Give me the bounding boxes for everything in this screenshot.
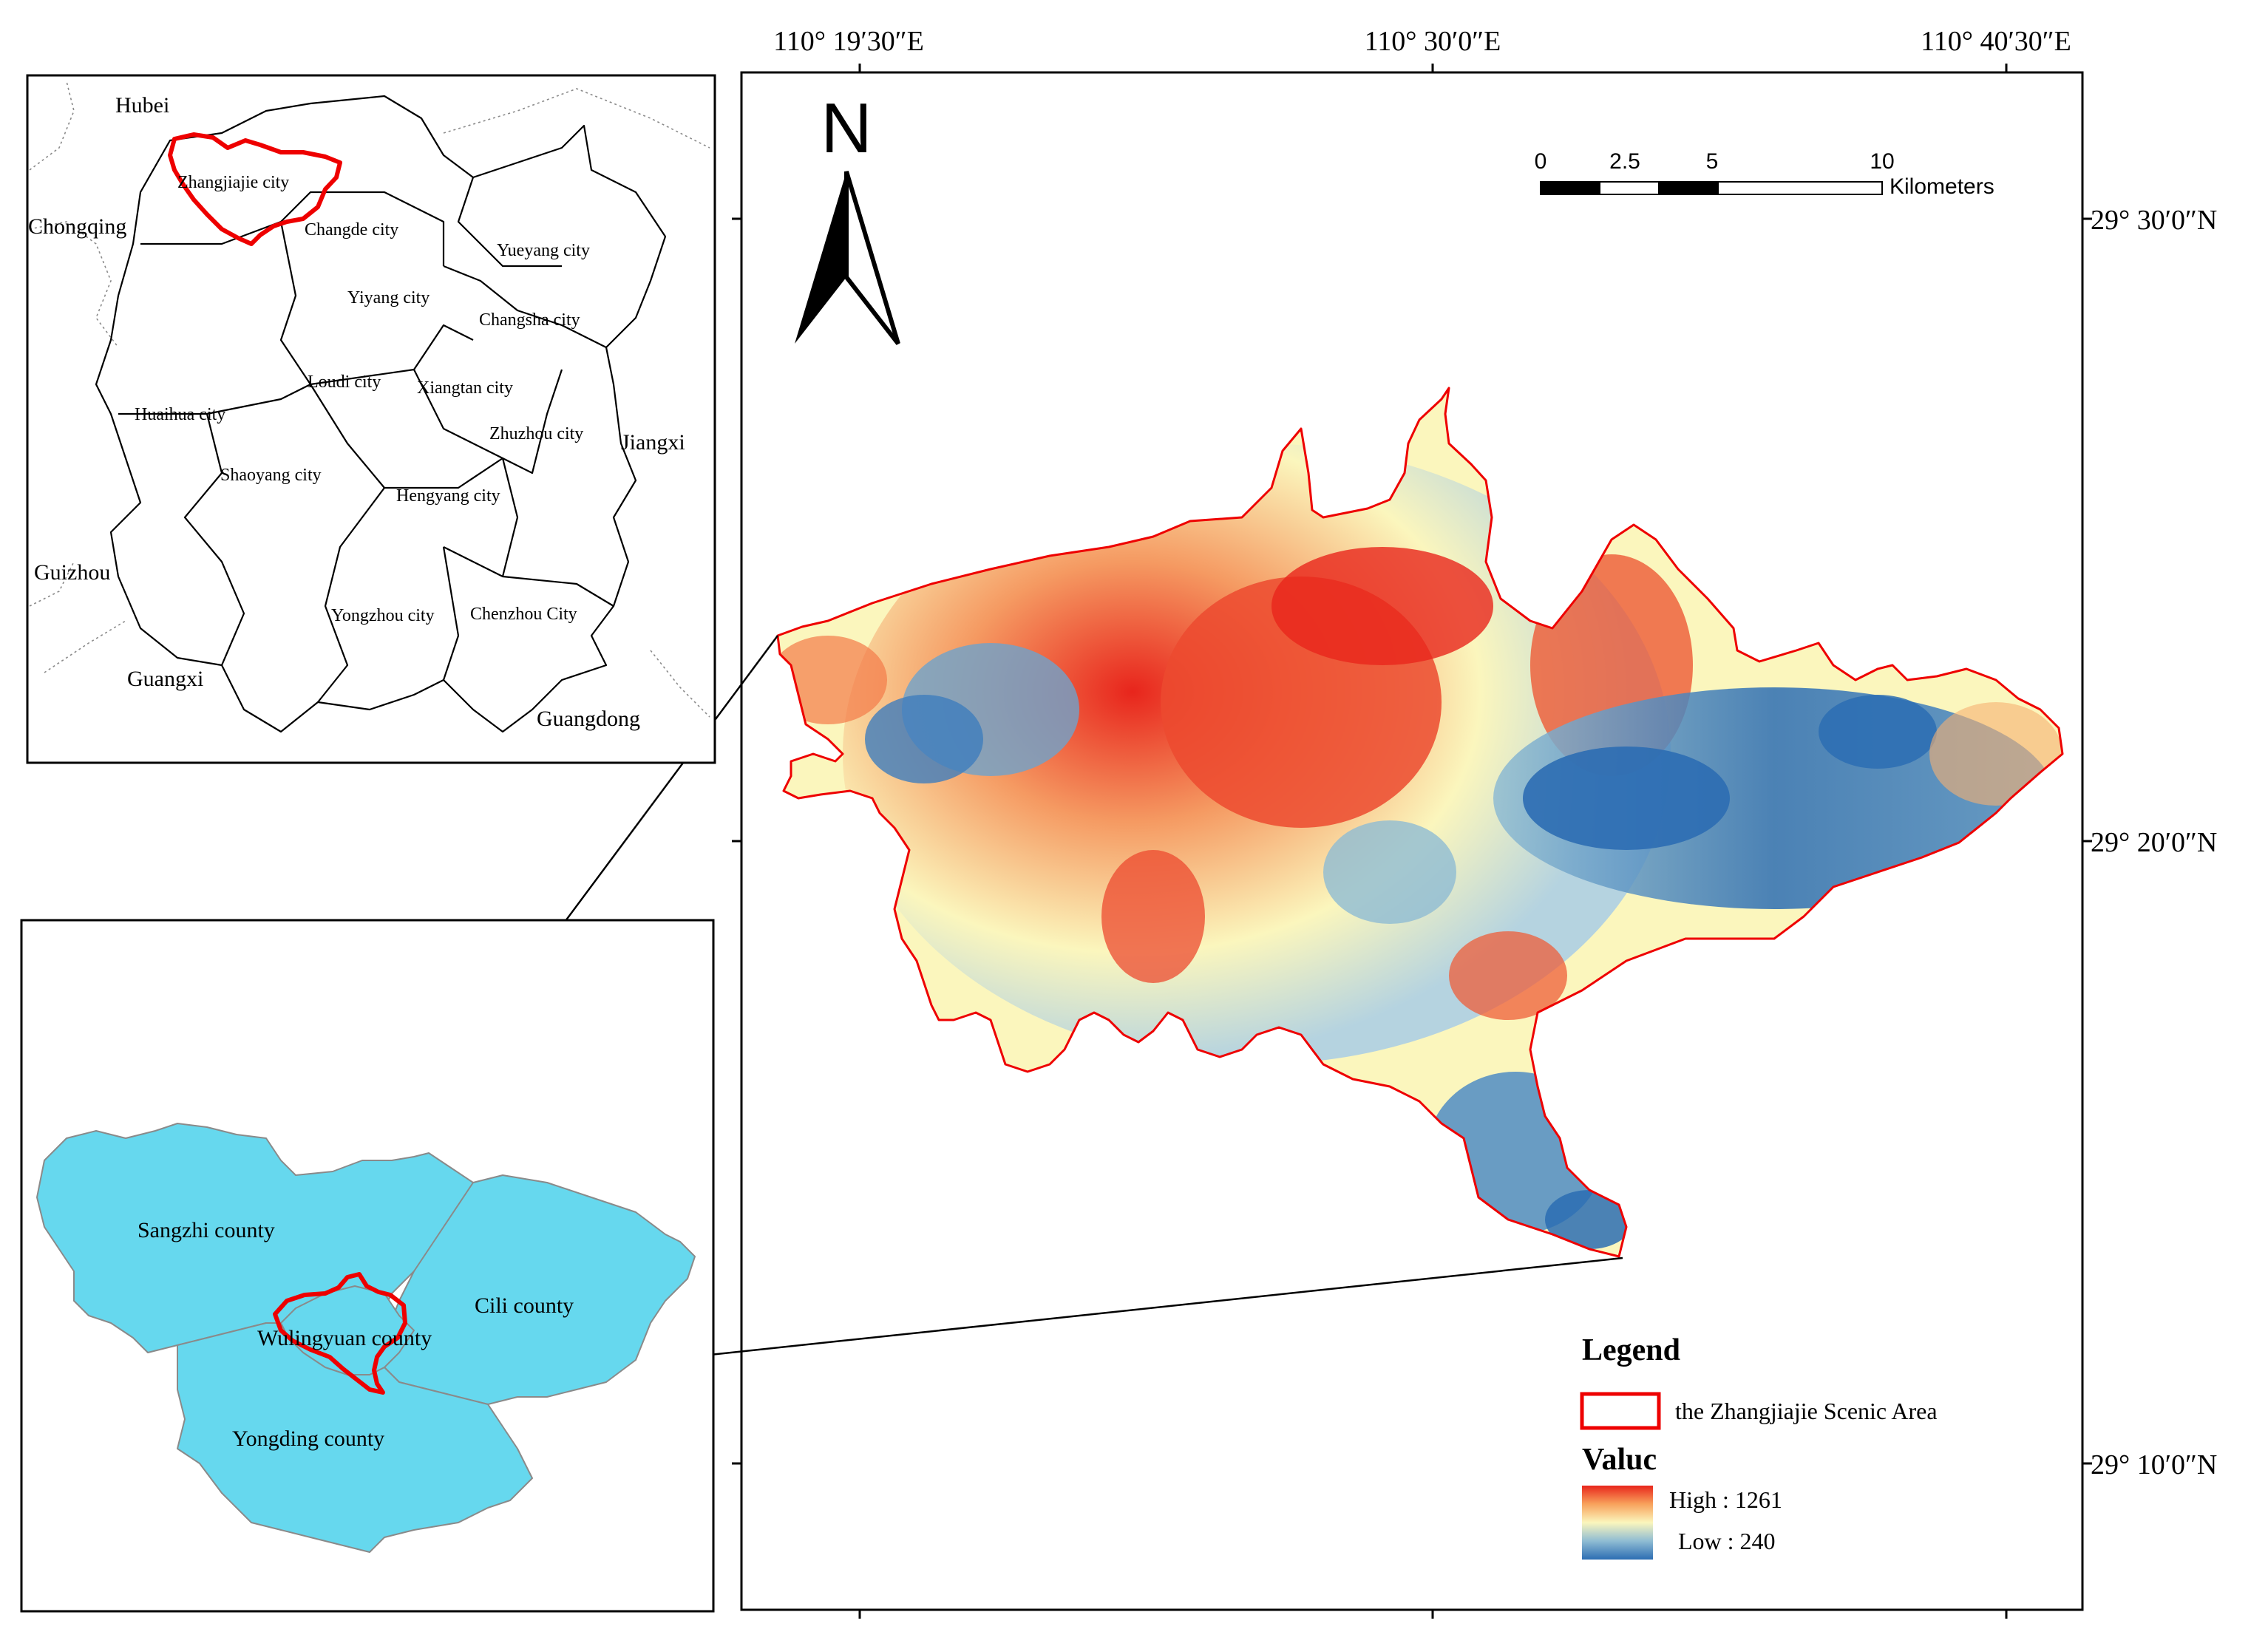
scenic-area-boundary-main	[776, 387, 2064, 1258]
city-yongzhou: Yongzhou city	[331, 606, 435, 625]
legend-low-label: Low : 240	[1678, 1528, 1776, 1554]
province-inset-frame	[26, 74, 716, 764]
hunan-outline	[95, 95, 667, 733]
scale-tick-2-5: 2.5	[1609, 149, 1640, 174]
neighbor-guizhou: Guizhou	[34, 560, 110, 585]
neighbor-hubei: Hubei	[115, 93, 169, 118]
county-label-sangzhi: Sangzhi county	[137, 1218, 275, 1242]
legend-scenic-swatch	[1580, 1392, 1661, 1430]
city-hengyang: Hengyang city	[396, 486, 500, 506]
city-loudi: Loudi city	[308, 373, 381, 392]
scale-unit: Kilometers	[1890, 174, 1994, 199]
city-changsha: Changsha city	[479, 310, 580, 330]
north-arrow: N	[795, 89, 900, 345]
legend-value-title: Valuc	[1582, 1443, 1657, 1477]
city-zhangjiajie: Zhangjiajie city	[177, 173, 289, 192]
lat-label-3: 29° 10′0″N	[2091, 1449, 2217, 1480]
neighbor-jiangxi: Jiangxi	[621, 430, 685, 455]
neighbor-chongqing: Chongqing	[28, 214, 126, 239]
scale-tick-10: 10	[1870, 149, 1894, 174]
lon-label-1: 110° 19′30″E	[773, 26, 924, 57]
city-yiyang: Yiyang city	[347, 288, 430, 307]
scale-bar: 0 2.5 5 10 Kilometers	[1535, 149, 1994, 199]
legend-value-ramp	[1582, 1486, 1653, 1560]
county-label-wulingyuan: Wulingyuan county	[257, 1326, 432, 1350]
legend-high-label: High : 1261	[1669, 1486, 1782, 1513]
county-inset-map	[20, 919, 715, 1613]
neighbor-guangxi: Guangxi	[127, 667, 203, 691]
city-chenzhou: Chenzhou City	[470, 605, 577, 624]
city-shaoyang: Shaoyang city	[220, 466, 322, 485]
lon-label-2: 110° 30′0″E	[1365, 26, 1501, 57]
north-arrow-left-half	[795, 171, 846, 344]
province-inset-map	[26, 74, 716, 764]
zhangjiajie-city-outline	[168, 132, 342, 246]
north-arrow-label: N	[821, 89, 872, 168]
coordinate-ticks	[732, 64, 2092, 1619]
city-xiangtan: Xiangtan city	[417, 378, 513, 398]
county-label-yongding: Yongding county	[232, 1426, 384, 1451]
lon-label-3: 110° 40′30″E	[1921, 26, 2071, 57]
city-zhuzhou: Zhuzhou city	[489, 424, 583, 443]
scale-tick-0: 0	[1535, 149, 1547, 174]
city-yueyang: Yueyang city	[497, 241, 590, 260]
neighbor-guangdong: Guangdong	[537, 707, 640, 731]
county-label-cili: Cili county	[475, 1293, 574, 1318]
lat-label-2: 29° 20′0″N	[2091, 827, 2217, 858]
lat-label-1: 29° 30′0″N	[2091, 205, 2217, 236]
legend: Legend the Zhangjiajie Scenic Area Valuc…	[1580, 1333, 1938, 1560]
scenic-area-boundary-inset	[273, 1272, 407, 1395]
legend-scenic-label: the Zhangjiajie Scenic Area	[1675, 1398, 1938, 1424]
north-arrow-right-half	[844, 171, 900, 345]
legend-title: Legend	[1582, 1333, 1680, 1367]
city-changde: Changde city	[305, 220, 398, 239]
city-huaihua: Huaihua city	[135, 405, 225, 424]
scale-tick-5: 5	[1706, 149, 1719, 174]
